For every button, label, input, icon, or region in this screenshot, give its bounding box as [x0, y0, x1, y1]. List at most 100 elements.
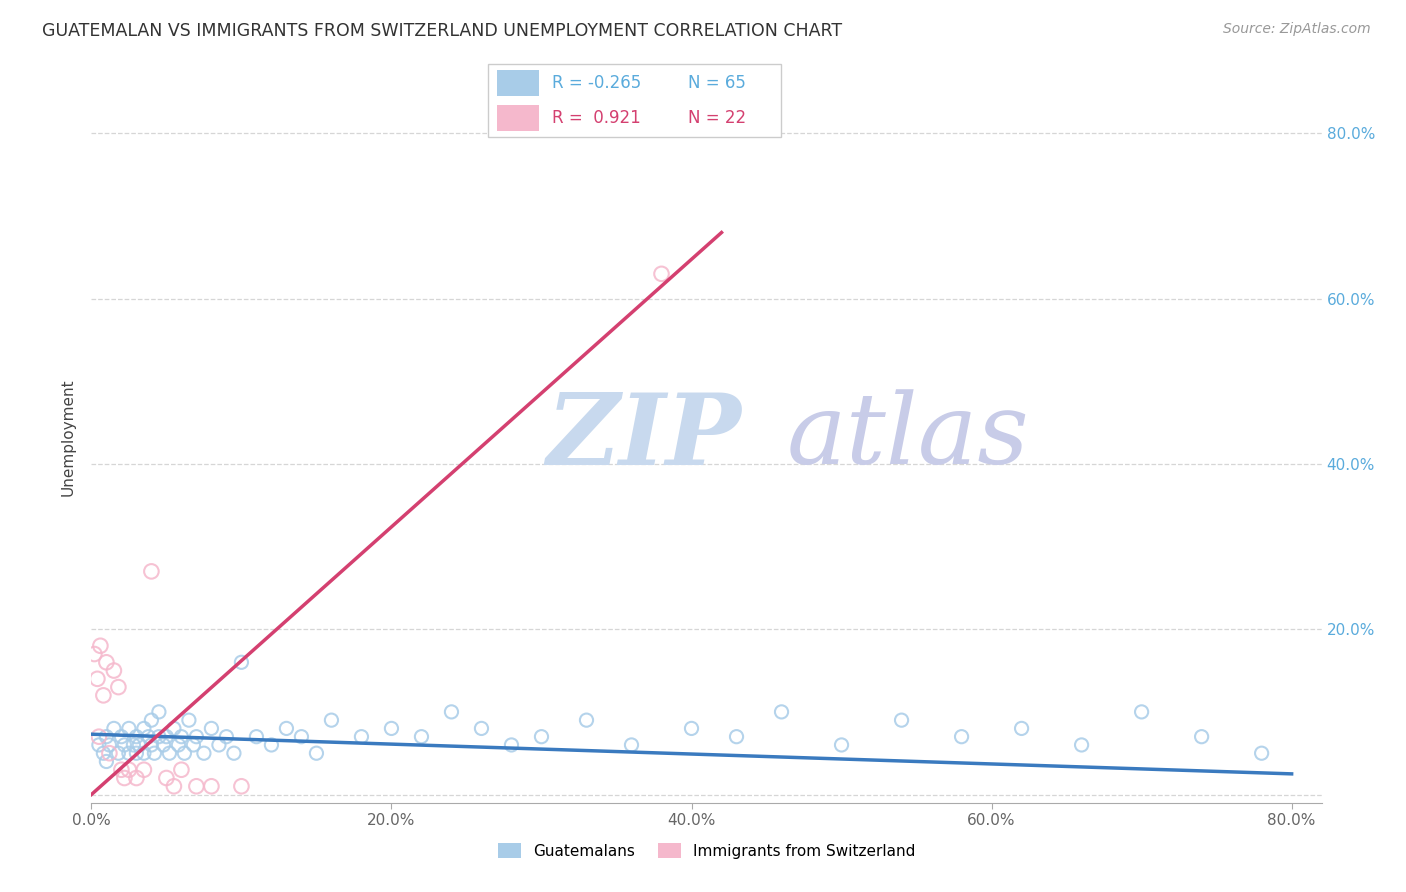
- Point: [141, 565, 163, 579]
- Text: Source: ZipAtlas.com: Source: ZipAtlas.com: [1223, 22, 1371, 37]
- Point: [122, 738, 145, 752]
- Point: [86, 672, 108, 686]
- Point: [208, 738, 231, 752]
- Point: [118, 746, 141, 760]
- Point: [89, 639, 111, 653]
- Text: N = 22: N = 22: [688, 109, 745, 127]
- Point: [1250, 746, 1272, 760]
- Point: [128, 738, 150, 752]
- Point: [148, 730, 170, 744]
- Point: [143, 746, 166, 760]
- Point: [96, 755, 118, 769]
- Point: [118, 763, 141, 777]
- Text: N = 65: N = 65: [688, 74, 745, 92]
- Point: [470, 722, 492, 736]
- Point: [152, 738, 174, 752]
- Point: [83, 647, 105, 661]
- Point: [163, 722, 186, 736]
- Point: [163, 779, 186, 793]
- Point: [155, 730, 177, 744]
- Point: [380, 722, 402, 736]
- Point: [132, 722, 155, 736]
- Point: [290, 730, 312, 744]
- Point: [87, 730, 110, 744]
- Point: [200, 779, 222, 793]
- Point: [170, 763, 193, 777]
- Point: [183, 738, 205, 752]
- Text: atlas: atlas: [786, 390, 1029, 484]
- Point: [177, 713, 200, 727]
- Point: [93, 746, 115, 760]
- Point: [98, 738, 121, 752]
- Point: [141, 738, 163, 752]
- Point: [155, 771, 177, 785]
- Point: [125, 771, 148, 785]
- Point: [501, 738, 523, 752]
- Point: [138, 730, 160, 744]
- Point: [173, 746, 195, 760]
- Point: [87, 738, 110, 752]
- FancyBboxPatch shape: [488, 64, 782, 136]
- Point: [98, 746, 121, 760]
- Point: [411, 730, 433, 744]
- Point: [107, 746, 129, 760]
- Point: [186, 779, 208, 793]
- Point: [1130, 705, 1153, 719]
- Point: [321, 713, 343, 727]
- Point: [103, 722, 125, 736]
- Point: [770, 705, 793, 719]
- Y-axis label: Unemployment: Unemployment: [60, 378, 76, 496]
- Point: [132, 763, 155, 777]
- Point: [276, 722, 298, 736]
- Point: [222, 746, 245, 760]
- Point: [132, 746, 155, 760]
- Point: [215, 730, 238, 744]
- Text: R = -0.265: R = -0.265: [551, 74, 641, 92]
- Point: [530, 730, 553, 744]
- Point: [245, 730, 267, 744]
- Point: [231, 655, 253, 669]
- Point: [125, 746, 148, 760]
- Point: [141, 713, 163, 727]
- Point: [260, 738, 283, 752]
- FancyBboxPatch shape: [498, 70, 540, 95]
- Point: [620, 738, 643, 752]
- Point: [193, 746, 215, 760]
- Point: [440, 705, 463, 719]
- Point: [350, 730, 373, 744]
- Point: [890, 713, 912, 727]
- Point: [93, 689, 115, 703]
- Point: [305, 746, 328, 760]
- Point: [170, 730, 193, 744]
- Point: [1070, 738, 1092, 752]
- Point: [681, 722, 703, 736]
- Point: [831, 738, 853, 752]
- Point: [103, 664, 125, 678]
- Point: [112, 738, 135, 752]
- Point: [650, 267, 672, 281]
- Point: [725, 730, 748, 744]
- Point: [167, 738, 190, 752]
- Point: [231, 779, 253, 793]
- Point: [148, 705, 170, 719]
- Point: [96, 655, 118, 669]
- Text: R =  0.921: R = 0.921: [551, 109, 640, 127]
- Point: [112, 771, 135, 785]
- Point: [1191, 730, 1213, 744]
- Text: GUATEMALAN VS IMMIGRANTS FROM SWITZERLAND UNEMPLOYMENT CORRELATION CHART: GUATEMALAN VS IMMIGRANTS FROM SWITZERLAN…: [42, 22, 842, 40]
- Point: [110, 763, 132, 777]
- Point: [1011, 722, 1033, 736]
- Legend: Guatemalans, Immigrants from Switzerland: Guatemalans, Immigrants from Switzerland: [492, 837, 921, 864]
- Point: [118, 722, 141, 736]
- FancyBboxPatch shape: [498, 105, 540, 130]
- Point: [186, 730, 208, 744]
- Point: [125, 730, 148, 744]
- Point: [96, 730, 118, 744]
- Text: ZIP: ZIP: [547, 389, 741, 485]
- Point: [157, 746, 180, 760]
- Point: [200, 722, 222, 736]
- Point: [107, 680, 129, 694]
- Point: [950, 730, 973, 744]
- Point: [110, 730, 132, 744]
- Point: [575, 713, 598, 727]
